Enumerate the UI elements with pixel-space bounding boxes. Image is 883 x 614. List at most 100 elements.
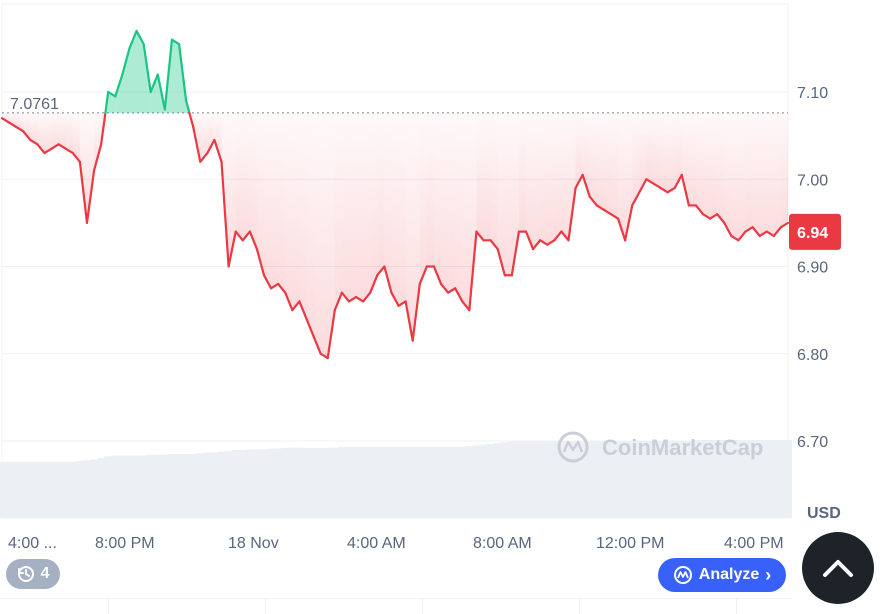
price-line-down bbox=[510, 230, 521, 277]
volume-bar bbox=[493, 443, 502, 518]
price-line-down bbox=[574, 173, 584, 190]
volume-bar bbox=[90, 459, 99, 518]
price-line-down bbox=[298, 300, 308, 320]
area-down-segment bbox=[476, 112, 484, 241]
volume-bar bbox=[670, 440, 679, 518]
price-line-down bbox=[362, 291, 372, 303]
volume-bar bbox=[97, 457, 106, 518]
area-down-segment bbox=[292, 112, 300, 311]
volume-bar bbox=[373, 447, 382, 518]
strip-tick bbox=[108, 599, 109, 614]
watermark-text: CoinMarketCap bbox=[602, 435, 763, 460]
price-line-down bbox=[234, 230, 244, 242]
analyze-button[interactable]: Analyze › bbox=[658, 558, 786, 592]
area-down-segment bbox=[30, 112, 38, 145]
area-down-segment bbox=[646, 112, 654, 184]
price-line-down bbox=[581, 173, 591, 198]
history-badge[interactable]: 4 bbox=[6, 559, 60, 589]
area-down-segment bbox=[547, 112, 555, 245]
price-line-down bbox=[100, 111, 107, 146]
price-line-down bbox=[553, 230, 563, 242]
price-line-down bbox=[716, 213, 726, 224]
volume-bar bbox=[741, 440, 750, 518]
volume-bar bbox=[529, 441, 538, 518]
strip-tick bbox=[422, 599, 423, 614]
x-tick-label: 4:00 ... bbox=[8, 535, 57, 552]
volume-bar bbox=[274, 448, 283, 518]
price-line-down bbox=[383, 265, 393, 294]
price-line-up bbox=[121, 47, 131, 76]
volume-bar bbox=[167, 454, 176, 518]
volume-bar bbox=[380, 447, 389, 518]
price-line-down bbox=[496, 247, 506, 277]
volume-bar bbox=[755, 440, 764, 518]
price-line-down bbox=[284, 291, 294, 312]
area-down-segment bbox=[249, 112, 257, 250]
price-line-down bbox=[454, 287, 464, 303]
area-down-segment bbox=[518, 112, 526, 232]
area-down-segment bbox=[419, 112, 427, 284]
volume-bar bbox=[75, 461, 84, 518]
price-line-down bbox=[0, 117, 11, 124]
price-line-down bbox=[262, 274, 273, 290]
price-line-down bbox=[15, 125, 25, 133]
volume-bar bbox=[699, 440, 708, 518]
volume-bar bbox=[295, 447, 304, 518]
area-down-segment bbox=[462, 112, 470, 311]
area-down-segment bbox=[94, 112, 102, 171]
price-line-down bbox=[567, 186, 577, 242]
volume-bar bbox=[557, 441, 566, 518]
price-line-down bbox=[744, 226, 754, 233]
coinmarketcap-logo-icon bbox=[673, 566, 692, 584]
price-line-down bbox=[468, 230, 478, 312]
volume-bar bbox=[606, 440, 615, 518]
area-up-segment bbox=[171, 39, 180, 113]
volume-bar bbox=[337, 447, 346, 518]
volume-bar bbox=[118, 455, 127, 518]
price-line-down bbox=[199, 151, 209, 163]
volume-bar bbox=[260, 449, 268, 518]
area-down-segment bbox=[554, 112, 562, 241]
volume-bar bbox=[196, 453, 205, 518]
price-line-down bbox=[723, 221, 733, 238]
price-line-down bbox=[539, 239, 549, 246]
area-down-segment bbox=[256, 112, 264, 276]
area-down-segment bbox=[589, 112, 597, 206]
area-down-segment bbox=[327, 112, 335, 359]
chevron-up-icon bbox=[823, 560, 853, 577]
area-down-segment bbox=[16, 112, 24, 132]
price-line bbox=[0, 29, 790, 360]
x-tick-label: 8:00 PM bbox=[95, 535, 155, 552]
area-down-segment bbox=[632, 112, 640, 206]
price-line-down bbox=[78, 160, 89, 224]
price-line-down bbox=[489, 239, 499, 251]
area-down-segment bbox=[603, 112, 611, 215]
volume-bar bbox=[422, 447, 431, 518]
area-up-segment bbox=[136, 30, 144, 113]
volume-bar bbox=[19, 461, 28, 518]
volume-bar bbox=[614, 440, 623, 518]
area-down-segment bbox=[405, 112, 413, 341]
area-down-segment bbox=[540, 112, 548, 245]
x-tick-label: 4:00 PM bbox=[724, 535, 784, 552]
area-down-segment bbox=[660, 112, 668, 193]
area-down-segment bbox=[341, 112, 349, 302]
y-tick-label: 7.10 bbox=[797, 85, 828, 102]
volume-bar bbox=[776, 440, 785, 518]
area-down-segment bbox=[738, 112, 746, 241]
volume-bar bbox=[599, 440, 608, 518]
price-line-down bbox=[376, 265, 386, 277]
price-line-down bbox=[192, 125, 202, 163]
area-down-segment bbox=[618, 112, 626, 241]
price-line-down bbox=[652, 182, 662, 190]
price-line-down bbox=[531, 239, 542, 251]
price-line-down bbox=[326, 309, 336, 360]
volume-bar bbox=[656, 440, 665, 518]
area-down-segment bbox=[44, 112, 52, 154]
scroll-to-top-button[interactable] bbox=[802, 532, 874, 604]
volume-bar bbox=[713, 440, 722, 518]
price-line-up bbox=[163, 38, 174, 111]
volume-bar bbox=[727, 440, 736, 518]
price-line-down bbox=[404, 300, 414, 342]
